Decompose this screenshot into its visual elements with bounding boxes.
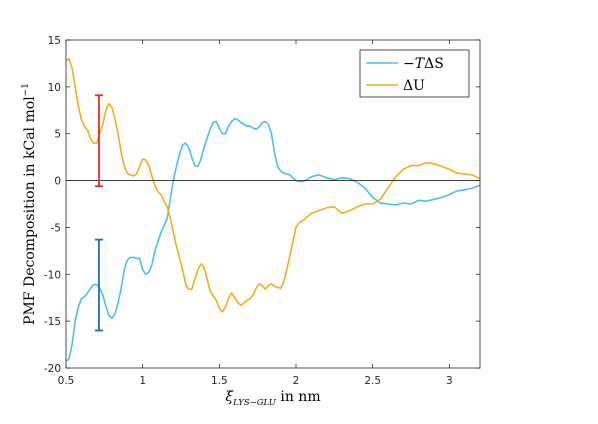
x-tick-label: 0.5 — [58, 375, 75, 387]
series-line-1 — [65, 57, 481, 313]
legend-label-du-rest: ΔU — [403, 78, 425, 94]
x-axis-label: ξLYS−GLU in nm — [225, 389, 320, 408]
errorbar-layer — [94, 94, 103, 332]
legend-label-tds-rest: ΔS — [424, 56, 444, 72]
y-axis-ticks: 15 10 5 0 -5 -10 -15 -20 — [44, 35, 480, 375]
series-layer — [65, 57, 481, 362]
y-tick-label: 5 — [54, 129, 61, 141]
plot-frame — [65, 39, 481, 369]
series-line-0 — [65, 117, 481, 362]
legend-box — [359, 49, 470, 98]
y-axis-label-superscript: −1 — [21, 83, 31, 96]
y-axis-label: PMF Decomposition in kCal mol−1 — [21, 83, 38, 325]
x-tick-label: 3 — [446, 375, 453, 387]
x-tick-label: 2 — [293, 375, 300, 387]
y-tick-label: -10 — [44, 269, 61, 281]
x-tick-label: 1 — [139, 375, 146, 387]
y-tick-label: 15 — [48, 35, 61, 47]
legend: −TΔS ΔU — [359, 49, 470, 98]
x-axis-label-suffix: in nm — [276, 389, 321, 405]
x-axis-label-main: ξ — [225, 389, 234, 405]
y-tick-label: -15 — [44, 316, 61, 328]
x-tick-label: 1.5 — [211, 375, 228, 387]
y-tick-label: 10 — [48, 82, 61, 94]
legend-label-tds: −TΔS — [403, 56, 444, 72]
x-axis-label-subscript: LYS−GLU — [232, 398, 277, 408]
x-tick-label: 2.5 — [364, 375, 381, 387]
legend-label-du: ΔU — [403, 78, 425, 94]
y-tick-label: -5 — [51, 222, 61, 234]
y-tick-label: 0 — [54, 176, 61, 188]
legend-label-tds-prefix: − — [403, 56, 415, 72]
y-axis-label-main: PMF Decomposition in kCal mol — [22, 96, 38, 325]
y-tick-label: -20 — [44, 363, 61, 375]
legend-label-tds-italic: T — [415, 56, 426, 72]
x-axis-ticks: 0.5 1 1.5 2 2.5 3 — [58, 40, 453, 387]
